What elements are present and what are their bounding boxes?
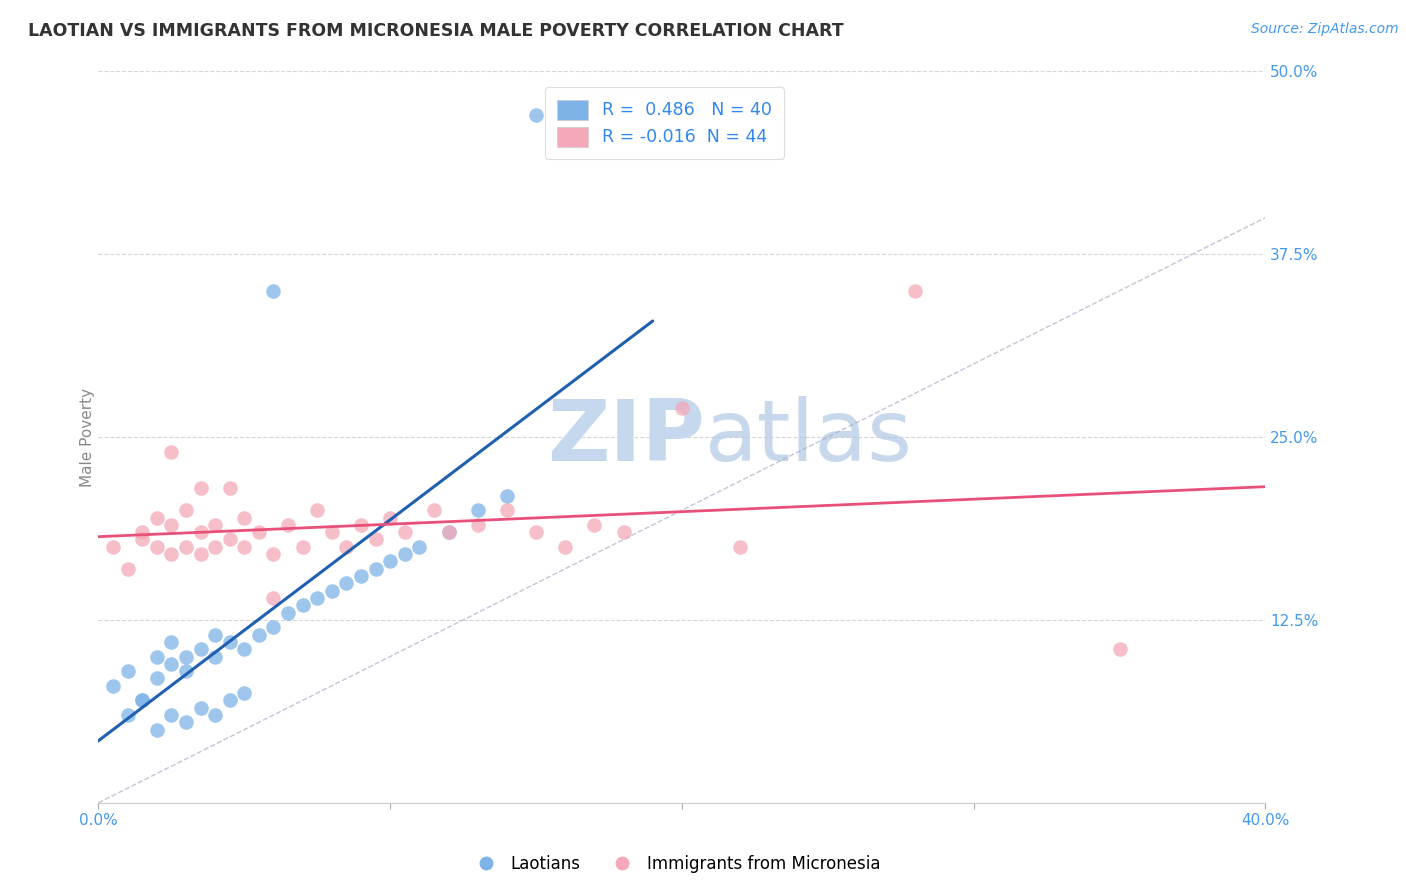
Point [262,284,284,298]
Point [277,606,299,620]
Point [204,708,226,723]
Point [174,503,197,517]
Point [904,284,927,298]
Point [1108,642,1130,657]
Text: ZIP: ZIP [547,395,706,479]
Point [612,525,634,540]
Point [190,547,212,561]
Point [262,547,284,561]
Point [160,657,183,671]
Point [204,540,226,554]
Point [146,540,169,554]
Point [146,723,169,737]
Y-axis label: Male Poverty: Male Poverty [80,387,94,487]
Point [291,599,314,613]
Legend: Laotians, Immigrants from Micronesia: Laotians, Immigrants from Micronesia [463,848,887,880]
Point [218,693,240,707]
Point [233,510,256,524]
Point [131,533,153,547]
Point [728,540,751,554]
Point [146,649,169,664]
Point [350,517,373,532]
Point [321,525,343,540]
Point [204,517,226,532]
Point [467,517,489,532]
Point [117,708,139,723]
Point [190,700,212,714]
Point [524,525,547,540]
Point [174,649,197,664]
Point [146,510,169,524]
Point [583,517,606,532]
Point [160,547,183,561]
Point [671,401,693,415]
Point [524,108,547,122]
Point [233,540,256,554]
Point [160,444,183,458]
Point [131,693,153,707]
Point [190,525,212,540]
Point [218,635,240,649]
Point [204,649,226,664]
Text: LAOTIAN VS IMMIGRANTS FROM MICRONESIA MALE POVERTY CORRELATION CHART: LAOTIAN VS IMMIGRANTS FROM MICRONESIA MA… [28,22,844,40]
Point [160,635,183,649]
Point [146,672,169,686]
Point [350,569,373,583]
Point [467,503,489,517]
Point [394,547,416,561]
Text: Source: ZipAtlas.com: Source: ZipAtlas.com [1251,22,1399,37]
Point [174,664,197,678]
Point [321,583,343,598]
Legend: R =  0.486   N = 40, R = -0.016  N = 44: R = 0.486 N = 40, R = -0.016 N = 44 [544,87,785,159]
Point [291,540,314,554]
Point [408,540,430,554]
Point [117,664,139,678]
Point [160,517,183,532]
Point [335,576,357,591]
Point [101,540,124,554]
Point [262,620,284,634]
Point [204,627,226,641]
Point [423,503,446,517]
Point [495,503,517,517]
Point [307,503,329,517]
Point [262,591,284,605]
Point [190,481,212,495]
Point [218,481,240,495]
Point [394,525,416,540]
Point [160,708,183,723]
Point [378,510,402,524]
Point [233,686,256,700]
Point [174,715,197,730]
Point [101,679,124,693]
Point [247,627,270,641]
Point [233,642,256,657]
Point [131,693,153,707]
Point [174,540,197,554]
Point [131,525,153,540]
Text: atlas: atlas [706,395,914,479]
Point [378,554,402,568]
Point [307,591,329,605]
Point [437,525,460,540]
Point [117,562,139,576]
Point [495,489,517,503]
Point [364,533,387,547]
Point [364,562,387,576]
Point [554,540,576,554]
Point [190,642,212,657]
Point [437,525,460,540]
Point [247,525,270,540]
Point [335,540,357,554]
Point [218,533,240,547]
Point [277,517,299,532]
